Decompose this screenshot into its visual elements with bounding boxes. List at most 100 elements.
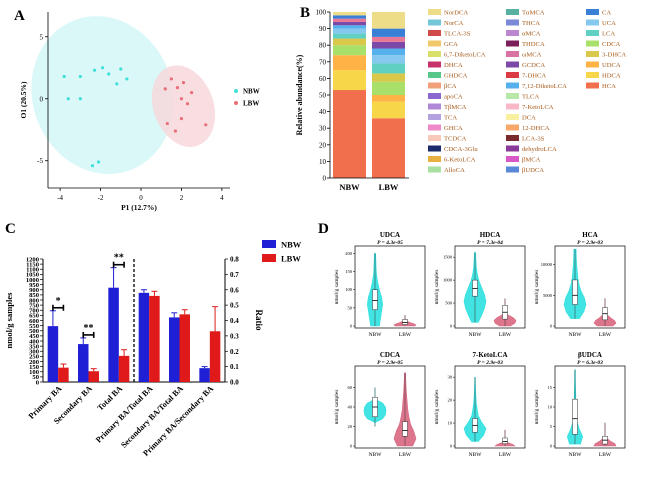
- x-tick-label: NBW: [569, 332, 583, 338]
- stacked-bar-segment: [372, 41, 405, 49]
- scatter-point: [119, 67, 123, 71]
- y-tick-label: 300: [29, 349, 40, 356]
- legend-swatch: [428, 93, 441, 99]
- y-tick-label: 750: [29, 302, 40, 309]
- y-axis-label: nmol/g samples: [434, 270, 440, 305]
- scatter-point: [107, 72, 111, 76]
- y-tick-label: 0: [40, 95, 44, 103]
- scatter-point: [163, 87, 167, 91]
- legend-label: THDCA: [522, 41, 545, 48]
- panel-letter-d: D: [318, 221, 329, 237]
- legend-swatch: [428, 51, 441, 57]
- legend-label: 3-DHCA: [602, 52, 626, 59]
- x-tick-label: LBW: [599, 452, 612, 458]
- bar: [179, 314, 190, 382]
- bar: [47, 326, 59, 382]
- legend-label: βUDCA: [522, 167, 544, 174]
- legend-swatch: [506, 9, 519, 15]
- legend-label: TCA: [444, 115, 457, 122]
- legend-label: dehydroLCA: [522, 146, 557, 153]
- scatter-point: [92, 68, 97, 72]
- y-tick-label: 450: [29, 333, 40, 340]
- legend-swatch: [506, 156, 519, 162]
- y2-tick-label: 0.5: [230, 302, 239, 310]
- y-tick-label: 1500: [443, 255, 453, 260]
- legend-label: TLCA-3S: [444, 31, 471, 38]
- y-tick-label: 350: [29, 343, 40, 350]
- y-tick-label: 80: [319, 42, 327, 50]
- legend-swatch: [586, 9, 599, 15]
- legend-label: CDCA-3Glu: [444, 146, 478, 153]
- legend-swatch: [428, 166, 441, 173]
- legend-swatch: [506, 145, 519, 152]
- y-tick-label: 5000: [543, 293, 553, 298]
- y-tick-label: 50: [348, 305, 353, 310]
- y-axis-label: nmol/g samples: [434, 390, 440, 425]
- stacked-bar-segment: [372, 28, 405, 37]
- y-axis-label: nmol/g samples: [334, 270, 340, 305]
- violin-p-value: P = 7.3e-04: [477, 240, 503, 246]
- y-tick-label: 1200: [26, 256, 40, 263]
- y-tick-label: 10000: [541, 262, 553, 267]
- legend-swatch: [586, 30, 599, 36]
- y-tick-label: 0: [550, 324, 553, 329]
- violin-title: HDCA: [480, 231, 501, 239]
- stacked-bar-segment: [333, 25, 366, 29]
- panel-a-scatter: -4 -2 0 2 4 -5 0 5 P1 (12.7%) O1 (20.5%) NBW LBW: [19, 12, 260, 212]
- legend-label: GHCA: [444, 125, 463, 132]
- scatter-point: [62, 74, 66, 79]
- legend-label: ωMCA: [522, 52, 542, 59]
- y-tick-label: 1000: [443, 278, 453, 283]
- y-tick-label: 0: [36, 379, 40, 386]
- legend-swatch: [506, 19, 519, 26]
- panel-c-bar: 0501001502002503003504004505005506006507…: [4, 240, 302, 458]
- scatter-point: [179, 116, 184, 121]
- legend-label: GCA: [444, 41, 458, 48]
- significance-mark: *: [56, 296, 61, 307]
- legend-marker: [234, 89, 238, 93]
- bar: [88, 371, 99, 382]
- legend-swatch: [506, 166, 519, 173]
- stacked-bar-segment: [333, 33, 366, 39]
- scatter-point: [90, 164, 95, 168]
- legend-swatch: [586, 82, 599, 89]
- violin-title: 7-KetoLCA: [473, 351, 508, 359]
- stacked-bar-segment: [333, 38, 366, 46]
- legend-label: UDCA: [602, 62, 621, 69]
- violin-title: CDCA: [380, 351, 400, 359]
- violin-p-value: P = 2.9e-03: [477, 360, 503, 366]
- y-tick-label: 30: [319, 125, 327, 133]
- panel-letter-a: A: [14, 8, 25, 24]
- bar: [149, 295, 160, 382]
- y-tick-label: 90: [319, 25, 327, 33]
- legend-swatch: [586, 51, 599, 57]
- legend-swatch: [262, 240, 276, 248]
- legend-swatch: [506, 40, 519, 47]
- violin-p-value: P = 2.9e-05: [377, 360, 403, 366]
- legend-label: UCA: [602, 20, 616, 27]
- scatter-point: [165, 121, 169, 126]
- y-tick-label: 1050: [26, 272, 40, 279]
- y-tick-label: 200: [29, 359, 40, 366]
- violin-title: βUDCA: [578, 351, 602, 359]
- violin-box: [572, 279, 578, 305]
- violin-frame: [454, 365, 526, 449]
- scatter-point: [169, 77, 173, 81]
- legend-label: βCA: [444, 83, 457, 90]
- y-tick-label: 0: [323, 175, 327, 183]
- y2-tick-label: 0.0: [230, 379, 239, 387]
- legend-label: LCA-3S: [522, 136, 545, 143]
- panel-letter-c: C: [5, 221, 16, 237]
- y-tick-label: 0: [450, 444, 453, 449]
- x-tick-label: LBW: [379, 182, 399, 192]
- scatter-point: [181, 81, 186, 85]
- legend-swatch: [586, 72, 599, 78]
- bar: [209, 331, 221, 382]
- x-axis-label: P1 (12.7%): [121, 203, 157, 212]
- nbw-confidence-ellipse: [31, 16, 174, 174]
- legend-swatch: [262, 254, 276, 262]
- legend-swatch: [506, 103, 519, 110]
- y-tick-label: 40: [319, 108, 327, 116]
